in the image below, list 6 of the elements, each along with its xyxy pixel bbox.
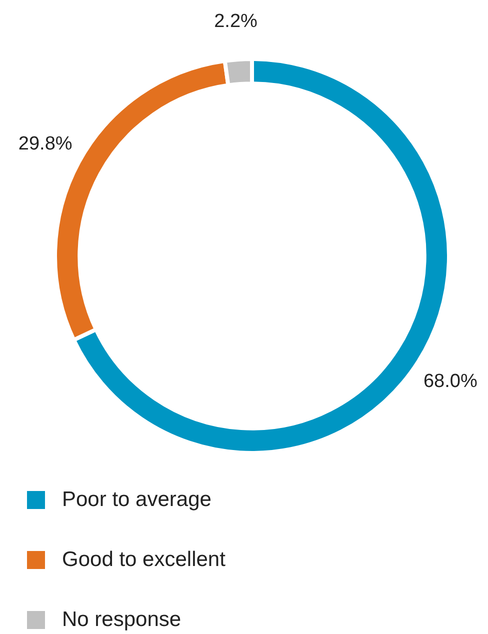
legend-label: Poor to average	[62, 488, 212, 512]
data-label: 68.0%	[423, 371, 478, 392]
legend-label: No response	[62, 608, 182, 632]
data-label: 29.8%	[18, 133, 72, 154]
legend-label: Good to excellent	[62, 548, 226, 572]
data-label: 2.2%	[214, 10, 258, 32]
